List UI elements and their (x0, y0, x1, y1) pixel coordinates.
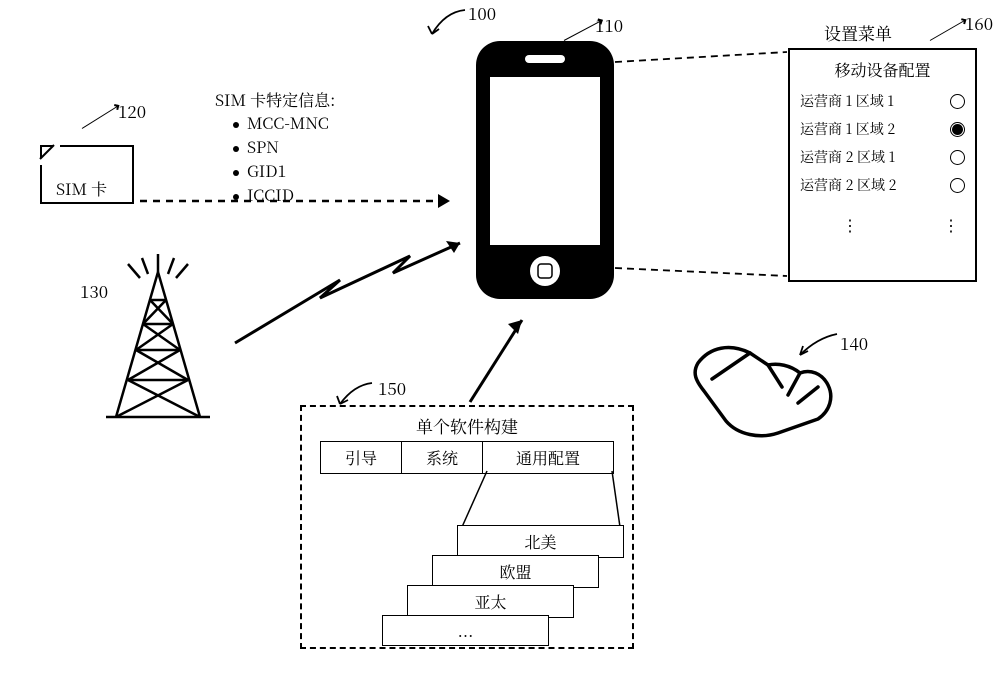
ref-tower: 130 (80, 278, 108, 303)
ref-system: 100 (468, 0, 496, 25)
radio-icon[interactable] (950, 150, 965, 165)
sim-card: SIM 卡 (40, 145, 134, 204)
radio-icon[interactable] (950, 178, 965, 193)
ref-menu: 160 (965, 10, 993, 35)
menu-title: 设置菜单 (824, 20, 892, 45)
radio-icon[interactable] (950, 122, 965, 137)
menu-row-label: 运营商 2 区域 2 (800, 175, 896, 195)
sim-info-title: SIM 卡特定信息: (215, 88, 335, 111)
software-build-box: 单个软件构建 引导 系统 通用配置 北美 欧盟 亚太 ... (300, 405, 634, 649)
ref-sw: 150 (378, 375, 406, 400)
leader-sim (82, 106, 118, 129)
menu-row-label: 运营商 1 区域 2 (800, 119, 895, 139)
ref-arrow-sw (332, 380, 382, 410)
sim-info-item: SPN (233, 135, 335, 159)
menu-row-label: 运营商 2 区域 1 (800, 147, 895, 167)
stack-item: 欧盟 (432, 555, 599, 588)
menu-row-label: 运营商 1 区域 1 (800, 91, 894, 111)
tower-icon (98, 252, 218, 422)
sim-info-item: MCC-MNC (233, 111, 335, 135)
arrow-sim-phone (140, 190, 470, 212)
menu-subtitle: 移动设备配置 (790, 50, 975, 87)
menu-row[interactable]: 运营商 2 区域 2 (790, 171, 975, 199)
sim-info-item: GID1 (233, 159, 335, 183)
arrow-sw-phone (460, 310, 540, 410)
settings-menu: 移动设备配置 运营商 1 区域 1 运营商 1 区域 2 运营商 2 区域 1 … (788, 48, 977, 282)
fanout (482, 471, 622, 531)
sw-col: 系统 (402, 441, 483, 474)
sw-col: 通用配置 (483, 441, 614, 474)
sim-label: SIM 卡 (56, 177, 107, 200)
sw-col: 引导 (320, 441, 402, 474)
menu-row[interactable]: 运营商 2 区域 1 (790, 143, 975, 171)
stack-item: ... (382, 615, 549, 646)
menu-row[interactable]: 运营商 1 区域 2 (790, 115, 975, 143)
stack-item: 北美 (457, 525, 624, 558)
leader-menu (930, 20, 965, 41)
ellipsis: ⋮ (943, 213, 965, 236)
menu-row[interactable]: 运营商 1 区域 1 (790, 87, 975, 115)
radio-icon[interactable] (950, 94, 965, 109)
sw-title: 单个软件构建 (302, 413, 632, 438)
stack-item: 亚太 (407, 585, 574, 618)
ref-arrow-hand (795, 330, 845, 360)
lightning-arrow (225, 238, 475, 358)
phone-icon (470, 35, 620, 305)
phone-menu-link (615, 50, 795, 280)
ref-phone: 110 (595, 12, 623, 37)
ref-sim: 120 (118, 98, 146, 123)
ellipsis: ⋮ (800, 213, 860, 236)
